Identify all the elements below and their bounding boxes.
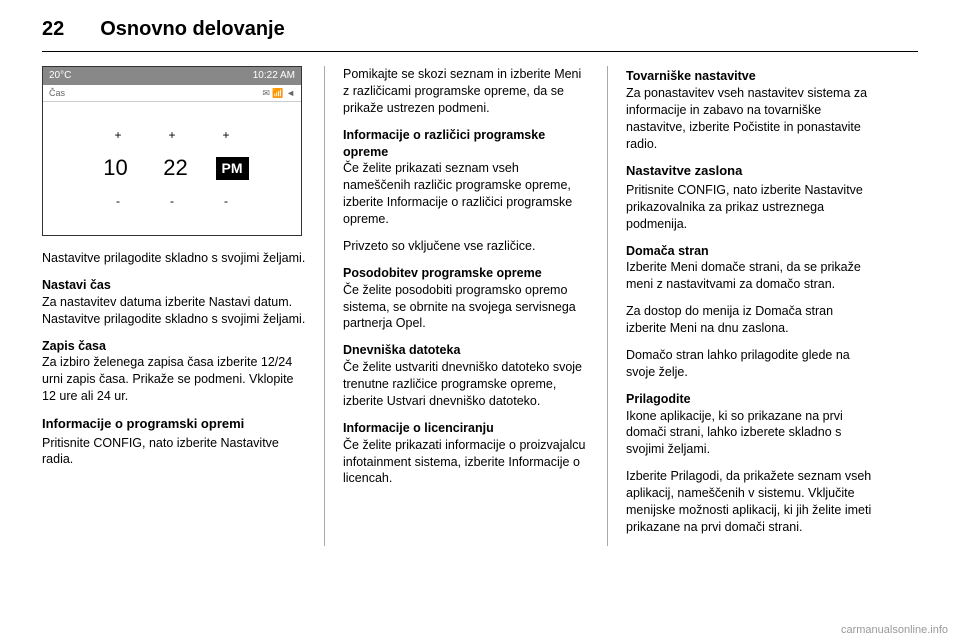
para: Nastavitve prilagodite skladno s svojimi…	[42, 250, 306, 267]
heading-posodobitev: Posodobitev programske opreme	[343, 265, 589, 282]
ss-ampm: PM	[216, 157, 249, 180]
heading-licenciranje: Informacije o licenciranju	[343, 420, 589, 437]
ss-minute: 22	[156, 153, 196, 183]
ss-time: 10:22 AM	[253, 69, 295, 83]
heading-prilagodite: Prilagodite	[626, 391, 873, 408]
para: Za izbiro želenega zapisa časa izberite …	[42, 354, 306, 405]
clock-settings-screenshot: 20°C 10:22 AM Čas ✉ 📶 ◄ + + + 10 22 PM	[42, 66, 302, 236]
para: Za nastavitev datuma izberite Nastavi da…	[42, 294, 306, 328]
para: Izberite Meni domače strani, da se prika…	[626, 259, 873, 293]
ss-hour: 10	[96, 153, 136, 183]
para: Izberite Prilagodi, da prikažete seznam …	[626, 468, 873, 536]
heading-zapis-casa: Zapis časa	[42, 338, 306, 355]
ss-time-row: 10 22 PM	[96, 153, 249, 183]
chapter-title: Osnovno delovanje	[100, 18, 284, 41]
para: Privzeto so vključene vse različice.	[343, 238, 589, 255]
para: Za dostop do menija iz Domača stran izbe…	[626, 303, 873, 337]
ss-minus-row: - - -	[107, 193, 237, 209]
page-number: 22	[42, 18, 64, 41]
para: Če želite prikazati informacije o proizv…	[343, 437, 589, 488]
ss-plus-row: + + +	[107, 127, 237, 143]
minus-icon: -	[161, 193, 183, 209]
para: Ikone aplikacije, ki so prikazane na prv…	[626, 408, 873, 459]
para: Če želite posodobiti programsko opremo s…	[343, 282, 589, 333]
heading-info-programska: Informacije o programski opremi	[42, 415, 306, 433]
heading-nastavi-cas: Nastavi čas	[42, 277, 306, 294]
ss-body: + + + 10 22 PM - - -	[43, 102, 301, 235]
column-1: 20°C 10:22 AM Čas ✉ 📶 ◄ + + + 10 22 PM	[42, 66, 325, 546]
ss-sub-right: ✉ 📶 ◄	[262, 87, 295, 99]
para: Pritisnite CONFIG, nato izberite Nastavi…	[626, 182, 873, 233]
plus-icon: +	[215, 127, 237, 143]
page-header: 22 Osnovno delovanje	[0, 0, 960, 41]
ss-statusbar: 20°C 10:22 AM	[43, 67, 301, 85]
column-2: Pomikajte se skozi seznam in izberite Me…	[325, 66, 608, 546]
ss-sub-left: Čas	[49, 87, 65, 99]
para: Če želite prikazati seznam vseh nameščen…	[343, 160, 589, 228]
para: Če želite ustvariti dnevniško datoteko s…	[343, 359, 589, 410]
heading-domaca-stran: Domača stran	[626, 243, 873, 260]
para: Za ponastavitev vseh nastavitev sistema …	[626, 85, 873, 153]
para: Pritisnite CONFIG, nato izberite Nastavi…	[42, 435, 306, 469]
heading-dnevniska: Dnevniška datoteka	[343, 342, 589, 359]
plus-icon: +	[161, 127, 183, 143]
para: Domačo stran lahko prilagodite glede na …	[626, 347, 873, 381]
column-3: Tovarniške nastavitve Za ponastavitev vs…	[608, 66, 891, 546]
minus-icon: -	[215, 193, 237, 209]
minus-icon: -	[107, 193, 129, 209]
plus-icon: +	[107, 127, 129, 143]
heading-nastavitve-zaslona: Nastavitve zaslona	[626, 162, 873, 180]
ss-subbar: Čas ✉ 📶 ◄	[43, 85, 301, 102]
footer-watermark: carmanualsonline.info	[841, 624, 948, 636]
heading-info-razlicica: Informacije o različici programske oprem…	[343, 127, 589, 161]
ss-temp: 20°C	[49, 69, 71, 83]
content-columns: 20°C 10:22 AM Čas ✉ 📶 ◄ + + + 10 22 PM	[0, 52, 960, 546]
heading-tovarniske: Tovarniške nastavitve	[626, 68, 873, 85]
para: Pomikajte se skozi seznam in izberite Me…	[343, 66, 589, 117]
